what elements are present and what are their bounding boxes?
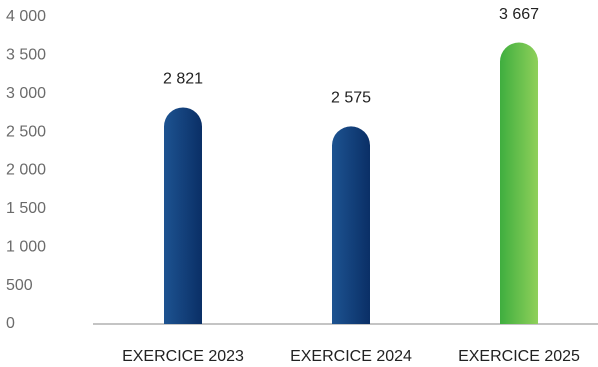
data-labels: 2 821 2 575 3 667	[163, 6, 539, 107]
y-tick-label: 4 000	[6, 8, 46, 25]
bar-1	[164, 107, 202, 325]
y-tick-label: 2 500	[6, 123, 46, 140]
bar-3	[500, 42, 538, 325]
bar-2	[332, 126, 370, 324]
x-category-label: EXERCICE 2025	[458, 348, 580, 365]
y-tick-label: 1 000	[6, 238, 46, 255]
bars	[164, 42, 538, 325]
y-tick-label: 0	[6, 315, 15, 332]
bar-value-label: 2 821	[163, 71, 203, 88]
y-tick-label: 1 500	[6, 200, 46, 217]
bar-value-label: 3 667	[499, 6, 539, 23]
x-category-label: EXERCICE 2024	[290, 348, 412, 365]
category-labels: EXERCICE 2023 EXERCICE 2024 EXERCICE 2025	[122, 348, 580, 365]
y-tick-label: 500	[6, 277, 33, 294]
bar-value-label: 2 575	[331, 90, 371, 107]
y-tick-label: 3 000	[6, 85, 46, 102]
x-category-label: EXERCICE 2023	[122, 348, 244, 365]
y-axis-ticks: 0 500 1 000 1 500 2 000 2 500 3 000 3 500 4 000	[6, 8, 46, 332]
y-tick-label: 2 000	[6, 162, 46, 179]
y-tick-label: 3 500	[6, 47, 46, 64]
